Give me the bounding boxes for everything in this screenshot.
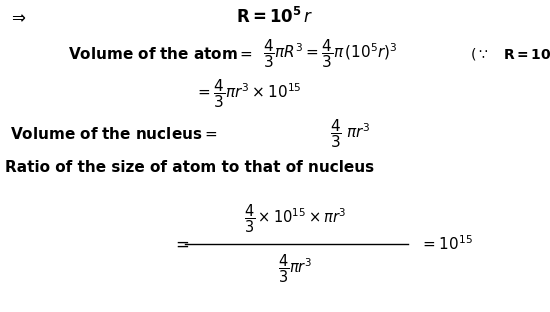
Text: $\dfrac{4}{3}\ \pi r^3$: $\dfrac{4}{3}\ \pi r^3$	[330, 118, 371, 150]
Text: $\mathbf{Volume\ of\ the\ nucleus} =$: $\mathbf{Volume\ of\ the\ nucleus} =$	[10, 126, 217, 142]
Text: $= 10^{15}$: $= 10^{15}$	[420, 235, 473, 253]
Text: $\mathbf{R = 10^5\,}$$r$: $\mathbf{R = 10^5\,}$$r$	[236, 7, 314, 27]
Text: $=$: $=$	[172, 235, 189, 253]
Text: $= \dfrac{4}{3}\pi r^3 \times 10^{15}$: $= \dfrac{4}{3}\pi r^3 \times 10^{15}$	[195, 78, 302, 110]
Text: $\mathbf{Volume\ of\ the\ atom} =$: $\mathbf{Volume\ of\ the\ atom} =$	[68, 46, 253, 62]
Text: $\dfrac{4}{3} \times 10^{15} \times \pi r^3$: $\dfrac{4}{3} \times 10^{15} \times \pi …	[244, 203, 346, 235]
Text: $\dfrac{4}{3}\pi R^3 = \dfrac{4}{3}\pi\,(10^5 r)^3$: $\dfrac{4}{3}\pi R^3 = \dfrac{4}{3}\pi\,…	[262, 38, 398, 71]
Text: Ratio of the size of atom to that of nucleus: Ratio of the size of atom to that of nuc…	[5, 159, 374, 174]
Text: $\Rightarrow$: $\Rightarrow$	[8, 8, 26, 26]
Text: $(\because\quad \mathbf{R = 10^5\,}r)$: $(\because\quad \mathbf{R = 10^5\,}r)$	[470, 44, 550, 64]
Text: $\dfrac{4}{3}\pi r^3$: $\dfrac{4}{3}\pi r^3$	[278, 253, 312, 285]
